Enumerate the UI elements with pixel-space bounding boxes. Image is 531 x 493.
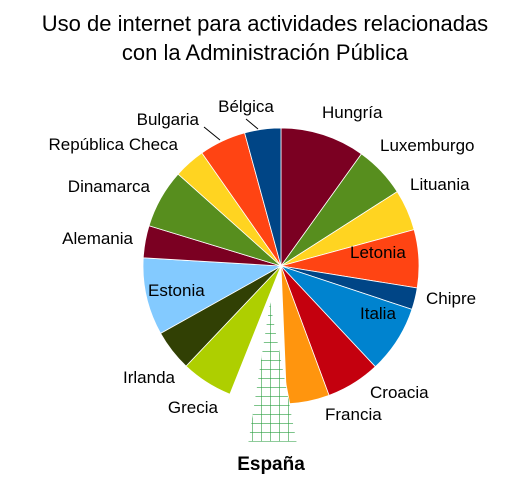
slice-label-dinamarca: Dinamarca <box>68 177 151 196</box>
pie-slice-bélgica <box>244 127 282 267</box>
leader-line-bélgica <box>245 118 259 130</box>
slice-label-luxemburgo: Luxemburgo <box>380 136 475 155</box>
chart-title-line-1: Uso de internet para actividades relacio… <box>42 11 488 36</box>
slice-label-lituania: Lituania <box>410 175 470 194</box>
slice-label-alemania: Alemania <box>62 229 133 248</box>
slice-label-grecia: Grecia <box>168 398 219 417</box>
slice-label-croacia: Croacia <box>370 383 429 402</box>
slice-label-letonia: Letonia <box>350 243 406 262</box>
slice-label-hungría: Hungría <box>322 103 383 122</box>
pie-slice-hungría <box>280 127 363 268</box>
pie-slice-estonia <box>142 257 283 334</box>
chart-title-line-2: con la Administración Pública <box>122 40 409 65</box>
slice-label-chipre: Chipre <box>426 289 476 308</box>
slice-label-estonia: Estonia <box>148 281 205 300</box>
leader-line-bulgaria <box>203 126 221 141</box>
slice-label-bélgica: Bélgica <box>218 97 274 116</box>
slice-label-españa: España <box>237 454 305 475</box>
slice-label-bulgaria: Bulgaria <box>137 110 200 129</box>
slice-label-república-checa: República Checa <box>49 135 179 154</box>
slice-label-irlanda: Irlanda <box>123 368 176 387</box>
slice-label-italia: Italia <box>360 304 396 323</box>
pie-slice-españa <box>247 299 298 443</box>
slice-label-francia: Francia <box>325 405 382 424</box>
